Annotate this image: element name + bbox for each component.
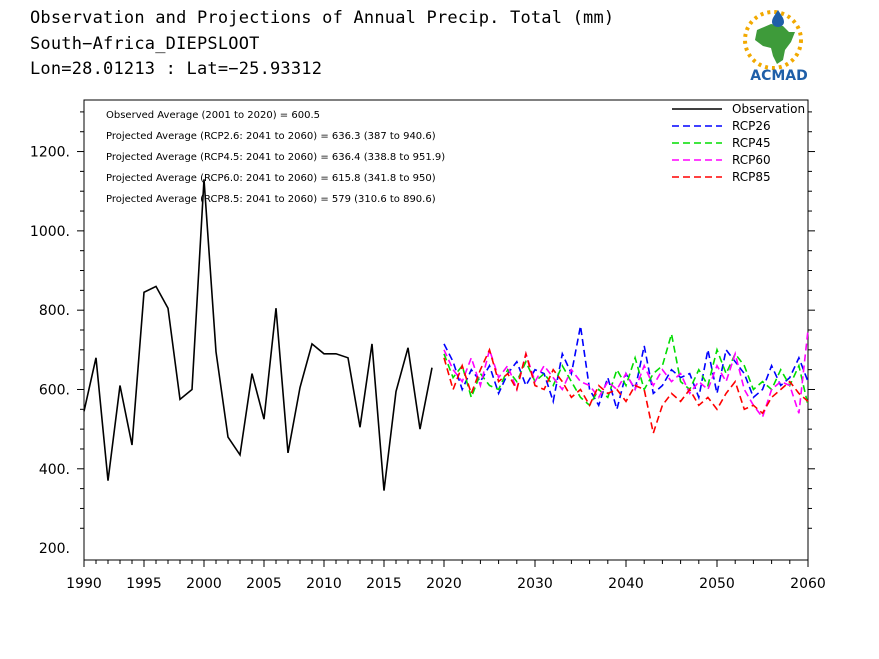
x-tick-label: 2030 <box>517 576 553 592</box>
legend: Observation RCP26 RCP45 RCP60 RCP85 <box>672 102 805 184</box>
x-axis-tick-labels: 1990 1995 2000 2005 2010 2015 2020 2030 2040 2050… <box>66 576 826 592</box>
x-tick-label: 2020 <box>426 576 462 592</box>
africa-map-icon <box>755 24 795 64</box>
annotation-text: Projected Average (RCP8.5: 2041 to 2060)… <box>106 194 436 205</box>
axis-ticks <box>77 111 815 567</box>
acmad-logo: ACMAD <box>735 6 823 84</box>
chart-title: Observation and Projections of Annual Pr… <box>30 8 615 28</box>
coordinates-subtitle: Lon=28.01213 : Lat=−25.93312 <box>30 59 323 79</box>
y-tick-label: 400. <box>39 462 70 478</box>
legend-label: RCP26 <box>732 119 771 133</box>
water-drop-icon <box>772 10 784 27</box>
plot-frame <box>83 99 809 561</box>
annotation-text: Projected Average (RCP2.6: 2041 to 2060)… <box>106 131 436 142</box>
legend-label: RCP45 <box>732 136 771 150</box>
y-tick-label: 800. <box>39 303 70 319</box>
sun-rays-icon <box>743 10 803 70</box>
y-tick-label: 200. <box>39 541 70 557</box>
x-tick-label: 2010 <box>306 576 342 592</box>
x-tick-label: 1995 <box>126 576 162 592</box>
y-axis-tick-labels: 200. 400. 600. 800. 1000. 1200. <box>30 145 70 558</box>
average-annotations: Observed Average (2001 to 2020) = 600.5 P… <box>106 110 445 205</box>
series-line-rcp26 <box>443 325 809 413</box>
x-tick-label: 2050 <box>699 576 735 592</box>
x-tick-label: 2015 <box>366 576 402 592</box>
y-tick-label: 1000. <box>30 224 70 240</box>
x-tick-label: 2000 <box>186 576 222 592</box>
legend-label: RCP60 <box>732 153 771 167</box>
y-tick-label: 1200. <box>30 145 70 161</box>
annotation-text: Projected Average (RCP6.0: 2041 to 2060)… <box>106 173 436 184</box>
series-line-observation <box>83 179 433 491</box>
annotation-text: Projected Average (RCP4.5: 2041 to 2060)… <box>106 152 445 163</box>
x-tick-label: 1990 <box>66 576 102 592</box>
series-lines <box>83 179 809 491</box>
x-tick-label: 2005 <box>246 576 282 592</box>
logo-text: ACMAD <box>750 68 808 84</box>
legend-label: RCP85 <box>732 170 771 184</box>
x-tick-label: 2060 <box>790 576 826 592</box>
annotation-text: Observed Average (2001 to 2020) = 600.5 <box>106 110 320 121</box>
legend-label: Observation <box>732 102 805 116</box>
x-tick-label: 2040 <box>608 576 644 592</box>
y-tick-label: 600. <box>39 382 70 398</box>
series-line-rcp85 <box>443 347 809 437</box>
series-line-rcp60 <box>443 329 809 419</box>
location-subtitle: South−Africa_DIEPSLOOT <box>30 34 260 54</box>
